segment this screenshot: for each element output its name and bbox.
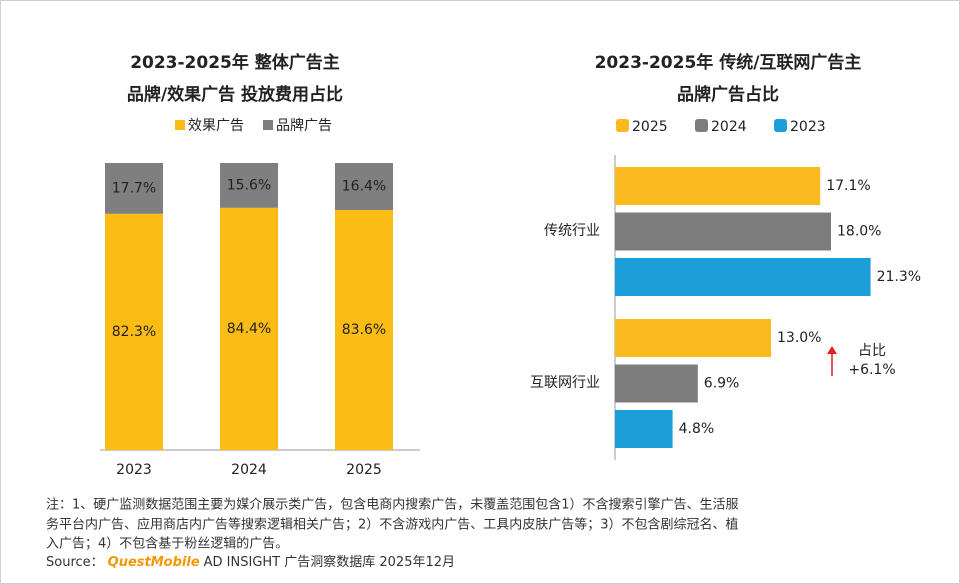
data-label: 83.6% — [342, 322, 386, 338]
chart-title: 2023-2025年 整体广告主 — [130, 52, 340, 73]
x-tick-label: 2025 — [346, 462, 382, 478]
legend-label: 品牌广告 — [276, 117, 332, 134]
y-tick-label: 传统行业 — [544, 223, 600, 239]
legend-swatch — [263, 120, 273, 130]
data-label: 6.9% — [704, 376, 740, 392]
note: 务平台内广告、应用商店内广告等搜索逻辑相关广告；2）不含游戏内广告、工具内皮肤广… — [46, 517, 739, 533]
bar — [615, 212, 831, 251]
data-label: 17.1% — [826, 178, 870, 194]
data-label: 15.6% — [227, 177, 271, 193]
bar-segment — [105, 213, 163, 450]
note: 入广告；4）不包含基于粉丝逻辑的广告。 — [46, 536, 288, 552]
legend-label: 2024 — [711, 119, 747, 135]
chart-title: 2023-2025年 传统/互联网广告主 — [595, 52, 862, 73]
bar — [615, 258, 871, 296]
data-label: 16.4% — [342, 179, 386, 195]
source-label: Source： — [46, 555, 104, 570]
bar-segment — [105, 163, 163, 214]
bar — [615, 410, 673, 448]
data-label: 21.3% — [877, 269, 921, 285]
data-label: 4.8% — [679, 421, 715, 437]
x-tick-label: 2024 — [231, 462, 267, 478]
bar-segment — [335, 163, 393, 211]
chart-title: 品牌广告占比 — [677, 84, 779, 105]
y-tick-label: 互联网行业 — [530, 375, 600, 391]
data-label: 82.3% — [112, 324, 156, 340]
legend-swatch — [774, 119, 787, 132]
legend-swatch — [175, 120, 185, 130]
bar — [615, 167, 821, 205]
legend-swatch — [695, 119, 708, 132]
legend-label: 效果广告 — [188, 118, 244, 134]
x-tick-label: 2023 — [116, 462, 152, 478]
legend-label: 2025 — [632, 119, 668, 135]
annotation: 占比 — [858, 343, 886, 359]
source-brand: QuestMobile — [108, 555, 200, 570]
data-label: 13.0% — [777, 330, 821, 346]
data-label: 18.0% — [837, 224, 881, 240]
data-label: 84.4% — [227, 321, 271, 337]
legend-label: 2023 — [790, 119, 826, 135]
legend-swatch — [616, 119, 629, 132]
data-label: 17.7% — [112, 180, 156, 196]
note: 注：1、硬广监测数据范围主要为媒介展示类广告，包含电商内搜索广告，未覆盖范围包含… — [46, 497, 739, 513]
source: Source： QuestMobile AD INSIGHT 广告洞察数据库 202… — [46, 554, 455, 570]
chart-title: 品牌/效果广告 投放费用占比 — [127, 84, 343, 105]
annotation-arrowhead — [827, 346, 837, 354]
bar — [615, 319, 771, 357]
bar-segment — [335, 210, 393, 450]
bar-segment — [220, 163, 278, 208]
bar-segment — [220, 207, 278, 450]
bar — [615, 364, 698, 403]
annotation: +6.1% — [848, 362, 895, 378]
source-text: AD INSIGHT 广告洞察数据库 2025年12月 — [204, 554, 455, 570]
